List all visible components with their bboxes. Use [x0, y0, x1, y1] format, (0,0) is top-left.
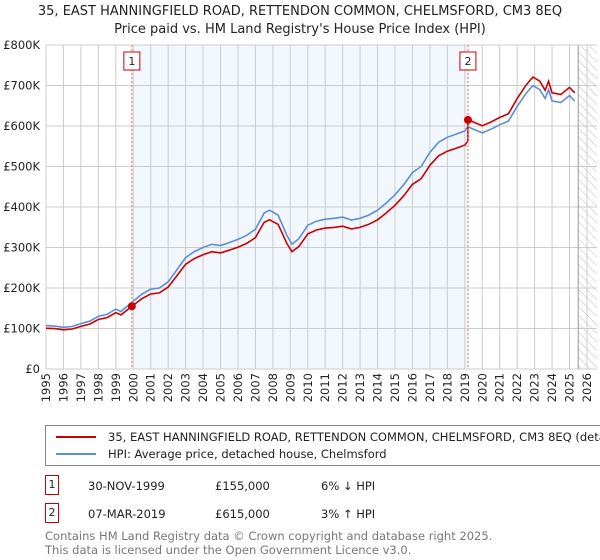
x-tick-label: 2015	[388, 373, 402, 402]
x-tick-label: 2014	[371, 373, 385, 402]
x-tick-label: 2009	[283, 373, 297, 402]
sale-date: 30-NOV-1999	[88, 479, 165, 493]
x-tick-label: 2003	[179, 373, 193, 402]
sale-date: 07-MAR-2019	[88, 507, 166, 521]
x-tick-label: 2001	[144, 373, 158, 402]
x-tick-label: 2018	[440, 373, 454, 402]
y-tick-label: £800K	[3, 38, 40, 52]
x-tick-label: 2024	[545, 373, 559, 402]
chart-subtitle: Price paid vs. HM Land Registry's House …	[114, 22, 486, 37]
sale-hpi: 3% ↑ HPI	[321, 507, 376, 521]
x-tick-label: 2012	[336, 373, 350, 402]
x-tick-label: 2006	[231, 373, 245, 402]
x-tick-label: 2004	[196, 373, 210, 402]
y-tick-label: £500K	[3, 160, 40, 174]
y-tick-label: £300K	[3, 241, 40, 255]
x-tick-label: 2026	[580, 373, 594, 402]
y-tick-label: £700K	[3, 79, 40, 93]
sale-price: £155,000	[215, 479, 270, 493]
x-tick-label: 2002	[161, 373, 175, 402]
x-tick-label: 2021	[493, 373, 507, 402]
sale-marker-box	[123, 51, 141, 71]
x-tick-label: 2020	[475, 373, 489, 402]
property-price-line	[45, 75, 576, 331]
x-tick-label: 2016	[405, 373, 419, 402]
hpi-line	[45, 84, 576, 329]
legend-label-hpi: HPI: Average price, detached house, Chel…	[108, 447, 387, 461]
sale-price: £615,000	[215, 507, 270, 521]
y-tick-label: £600K	[3, 119, 40, 133]
x-tick-label: 2013	[353, 373, 367, 402]
legend-label-property: 35, EAST HANNINGFIELD ROAD, RETTENDON CO…	[108, 430, 600, 444]
x-tick-label: 1999	[109, 373, 123, 402]
sale-point	[127, 302, 136, 311]
x-tick-label: 2022	[510, 373, 524, 402]
y-tick-label: £100K	[3, 322, 40, 336]
sale-marker-label: 2	[464, 55, 471, 68]
footer: Contains HM Land Registry data © Crown c…	[45, 529, 492, 557]
x-tick-label: 2017	[423, 373, 437, 402]
x-tick-label: 1998	[91, 373, 105, 402]
sale-marker-label: 1	[128, 55, 135, 68]
footer-line-1: Contains HM Land Registry data © Crown c…	[45, 529, 493, 543]
chart-svg: 1995 1996 1997 1998 1999 2000 2001 2002 2003 2004…	[3, 38, 597, 402]
x-tick-label: 1997	[74, 373, 88, 402]
sale-point	[463, 115, 472, 124]
legend: 35, EAST HANNINGFIELD ROAD, RETTENDON CO…	[45, 425, 600, 466]
legend-swatch-blue	[56, 453, 96, 455]
x-tick-label: 2011	[318, 373, 332, 402]
y-tick-label: £0	[25, 362, 40, 376]
chart-title: 35, EAST HANNINGFIELD ROAD, RETTENDON CO…	[37, 4, 563, 19]
y-tick-label: £400K	[3, 200, 40, 214]
x-tick-label: 2007	[248, 373, 262, 402]
sale-row-2: 2 07-MAR-2019 £615,000 3% ↑ HPI	[45, 503, 600, 525]
sale-row-1: 1 30-NOV-1999 £155,000 6% ↓ HPI	[45, 475, 600, 497]
sale-badge: 2	[45, 503, 59, 523]
sale-hpi: 6% ↓ HPI	[321, 479, 376, 493]
x-tick-label: 2000	[126, 373, 140, 402]
x-tick-label: 2025	[563, 373, 577, 402]
x-tick-label: 2008	[266, 373, 280, 402]
x-tick-label: 2005	[214, 373, 228, 402]
x-tick-label: 2019	[458, 373, 472, 402]
x-tick-label: 2010	[301, 373, 315, 402]
sale-marker-box	[459, 51, 477, 71]
x-tick-label: 1995	[39, 373, 53, 402]
x-tick-label: 2023	[528, 373, 542, 402]
y-tick-label: £200K	[3, 281, 40, 295]
legend-swatch-red	[56, 436, 96, 438]
footer-line-2: This data is licensed under the Open Gov…	[45, 543, 412, 557]
x-tick-label: 1996	[56, 373, 70, 402]
sale-badge: 1	[45, 475, 59, 495]
